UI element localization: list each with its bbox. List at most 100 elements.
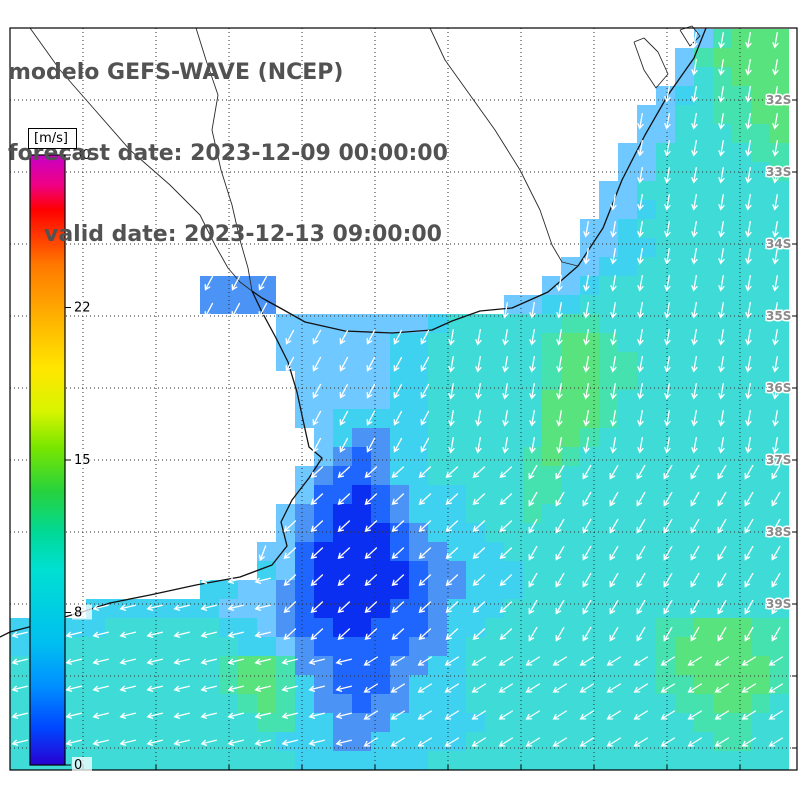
wind-arrow — [690, 599, 700, 615]
wind-arrow — [745, 58, 752, 76]
wind-arrow — [418, 547, 432, 559]
wind-arrow — [254, 739, 271, 746]
wind-arrow — [420, 356, 430, 372]
wind-arrow — [637, 112, 644, 130]
wind-arrow — [583, 274, 590, 292]
wind-arrow — [366, 410, 376, 426]
wind-arrow — [606, 656, 622, 666]
wind-arrow — [555, 491, 565, 507]
wind-arrow — [582, 464, 592, 480]
wind-arrow — [92, 739, 109, 746]
wind-arrow — [579, 710, 595, 720]
wind-arrow — [690, 491, 700, 507]
wind-arrow — [660, 737, 676, 747]
wind-arrow — [173, 685, 190, 692]
wind-arrow — [502, 409, 509, 427]
wind-arrow — [283, 547, 297, 559]
wind-arrow — [745, 139, 752, 157]
wind-arrow — [609, 464, 619, 480]
wind-arrow — [391, 547, 405, 559]
wind-arrow — [472, 493, 486, 505]
wind-arrow — [366, 383, 376, 399]
wind-arrow — [310, 466, 324, 478]
wind-arrow — [418, 628, 432, 640]
wind-arrow — [690, 572, 700, 588]
wind-arrow — [687, 683, 703, 693]
lat-label: 38S — [766, 525, 791, 539]
wind-arrow — [714, 710, 730, 720]
model-title: modelo GEFS-WAVE (NCEP) — [8, 60, 344, 85]
wind-arrow — [745, 31, 752, 49]
wind-arrow — [610, 220, 617, 238]
coastline-layer — [0, 25, 707, 638]
wind-arrow — [718, 301, 725, 319]
wind-arrow — [471, 683, 487, 693]
wind-arrow — [582, 599, 592, 615]
wind-arrow — [448, 436, 455, 454]
wind-arrow — [772, 247, 779, 265]
wind-arrow — [636, 599, 646, 615]
wind-arrow — [119, 712, 136, 719]
wind-arrow — [502, 328, 509, 346]
wind-arrow — [335, 712, 352, 719]
wind-arrow — [339, 437, 349, 453]
wind-arrow — [691, 193, 698, 211]
wind-arrow — [200, 577, 217, 584]
wind-arrow — [637, 274, 644, 292]
wind-arrow — [119, 631, 136, 638]
wind-arrow — [610, 193, 617, 211]
wind-arrow — [718, 409, 725, 427]
wind-arrow — [227, 685, 244, 692]
wind-arrow — [364, 547, 378, 559]
wind-arrow — [552, 683, 568, 693]
wind-arrow — [528, 545, 538, 561]
wind-arrow — [610, 382, 617, 400]
wind-arrow — [393, 410, 403, 426]
wind-arrow — [393, 356, 403, 372]
wind-arrow — [529, 436, 536, 454]
wind-arrow — [555, 518, 565, 534]
wind-arrow — [200, 658, 217, 665]
wind-arrow — [92, 712, 109, 719]
wind-arrow — [339, 410, 349, 426]
wind-arrow — [772, 301, 779, 319]
wind-arrow — [281, 739, 298, 746]
wind-arrow — [529, 355, 536, 373]
wind-arrow — [498, 683, 514, 693]
wind-arrow — [691, 355, 698, 373]
wind-arrow — [471, 737, 487, 747]
forecast-date: forecast date: 2023-12-09 00:00:00 — [8, 141, 448, 166]
wind-arrow — [663, 626, 673, 642]
colorbar-unit-label: [m/s] — [28, 128, 77, 149]
wind-arrow — [254, 712, 271, 719]
wind-arrow — [173, 604, 190, 611]
wind-arrow — [227, 658, 244, 665]
wind-arrow — [391, 574, 405, 586]
wind-arrow — [664, 166, 671, 184]
wind-arrow — [772, 220, 779, 238]
wind-arrow — [772, 112, 779, 130]
wind-arrow — [502, 301, 509, 319]
wind-arrow — [610, 409, 617, 427]
wind-arrow — [310, 574, 324, 586]
wind-arrows — [11, 31, 784, 747]
wind-arrow — [718, 220, 725, 238]
wind-arrow — [690, 626, 700, 642]
wind-arrow — [119, 739, 136, 746]
wind-arrow — [555, 464, 565, 480]
wind-arrow — [363, 710, 379, 720]
wind-arrow — [445, 601, 459, 613]
wind-arrow — [556, 436, 563, 454]
wind-arrow — [691, 220, 698, 238]
wind-arrow — [664, 85, 671, 103]
wind-arrow — [664, 247, 671, 265]
wind-arrow — [636, 572, 646, 588]
axis-ticks — [9, 27, 797, 770]
wind-arrow — [609, 491, 619, 507]
wind-arrow — [691, 382, 698, 400]
wind-arrow — [337, 601, 351, 613]
wind-arrow — [718, 193, 725, 211]
wind-arrow — [556, 382, 563, 400]
wind-arrow — [444, 656, 460, 666]
